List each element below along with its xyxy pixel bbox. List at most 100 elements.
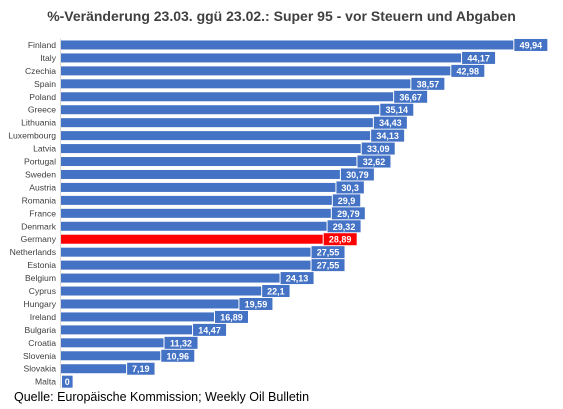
- category-label: Slovakia: [24, 364, 57, 374]
- data-label-box: [164, 336, 198, 349]
- data-label: 28,89: [329, 235, 352, 245]
- source-note: Quelle: Europäische Kommission; Weekly O…: [14, 390, 310, 404]
- category-label: Cyprus: [29, 286, 56, 296]
- bar: [61, 169, 340, 179]
- data-label-box: [336, 181, 364, 194]
- bar: [61, 118, 373, 128]
- category-label: Croatia: [28, 338, 56, 348]
- category-label: Bulgaria: [24, 325, 56, 335]
- data-label: 35,14: [386, 105, 409, 115]
- data-label: 49,94: [520, 40, 543, 50]
- bar: [61, 40, 514, 50]
- category-label: Hungary: [24, 299, 57, 309]
- data-label-box: [127, 362, 155, 375]
- bar: [61, 157, 357, 167]
- category-label: Latvia: [33, 144, 56, 154]
- bar: [61, 79, 411, 89]
- data-label: 29,9: [338, 196, 356, 206]
- bar: [61, 273, 280, 283]
- data-label-box: [462, 51, 496, 64]
- data-label: 14,47: [198, 325, 221, 335]
- category-label: Belgium: [25, 273, 56, 283]
- data-label-box: [357, 155, 391, 168]
- bar: [61, 338, 164, 348]
- data-label: 38,57: [417, 79, 440, 89]
- bar-highlight: [61, 234, 323, 244]
- category-label: Romania: [22, 195, 57, 205]
- data-label: 30,3: [341, 183, 359, 193]
- data-label-box: [380, 103, 414, 116]
- category-label: Austria: [29, 182, 56, 192]
- data-label-box: [332, 194, 361, 207]
- category-label: France: [29, 208, 56, 218]
- category-label: Slovenia: [23, 351, 56, 361]
- category-label: Portugal: [24, 157, 56, 167]
- bar: [61, 221, 327, 231]
- data-label: 7,19: [132, 364, 150, 374]
- category-label: Lithuania: [21, 118, 56, 128]
- data-label-box: [411, 77, 445, 90]
- data-label-box: [327, 220, 361, 233]
- data-label: 16,89: [220, 312, 243, 322]
- data-label-box: [451, 64, 485, 77]
- category-label: Greece: [28, 105, 56, 115]
- category-label: Sweden: [25, 169, 56, 179]
- bar: [61, 131, 371, 141]
- bar: [61, 53, 462, 63]
- category-label: Czechia: [25, 66, 56, 76]
- data-label: 32,62: [363, 157, 386, 167]
- bar: [61, 105, 380, 115]
- data-label: 36,67: [399, 92, 422, 102]
- bar: [61, 312, 214, 322]
- category-label: Poland: [29, 92, 56, 102]
- category-label: Finland: [28, 40, 56, 50]
- bar: [61, 92, 394, 102]
- data-label: 29,32: [333, 222, 356, 232]
- data-label: 27,55: [317, 248, 340, 258]
- data-label: 10,96: [167, 351, 190, 361]
- data-label-box: [514, 38, 548, 51]
- bar: [61, 208, 331, 218]
- bar: [61, 195, 332, 205]
- bar: [61, 364, 127, 374]
- category-label: Spain: [34, 79, 56, 89]
- data-label-box: [394, 90, 428, 103]
- data-label-box: [161, 349, 195, 362]
- data-label: 0: [65, 377, 70, 387]
- bar: [61, 144, 361, 154]
- bar: [61, 325, 193, 335]
- data-label-box: [340, 168, 374, 181]
- data-label-box: [262, 285, 290, 298]
- data-label-box: [280, 272, 314, 285]
- data-label: 44,17: [467, 53, 490, 63]
- category-label: Estonia: [27, 260, 56, 270]
- data-label: 30,79: [346, 170, 369, 180]
- data-label-box: [323, 233, 357, 246]
- data-label-box: [371, 129, 405, 142]
- bar: [61, 247, 311, 257]
- category-label: Luxembourg: [8, 131, 56, 141]
- category-label: Italy: [40, 53, 56, 63]
- bar: [61, 299, 239, 309]
- data-label: 34,13: [376, 131, 399, 141]
- data-label: 11,32: [170, 338, 192, 348]
- data-label: 19,59: [245, 299, 268, 309]
- category-label: Denmark: [21, 221, 57, 231]
- bar: [61, 182, 336, 192]
- bar: [61, 260, 311, 270]
- chart-title: %-Veränderung 23.03. ggü 23.02.: Super 9…: [47, 8, 516, 24]
- data-label-box: [214, 310, 248, 323]
- data-label: 34,43: [379, 118, 402, 128]
- bar: [61, 351, 161, 361]
- bar: [61, 66, 451, 76]
- data-label: 29,79: [337, 209, 360, 219]
- data-label: 33,09: [367, 144, 390, 154]
- category-label: Netherlands: [10, 247, 56, 257]
- category-label: Ireland: [30, 312, 56, 322]
- category-label: Germany: [21, 234, 57, 244]
- data-label: 27,55: [317, 261, 340, 271]
- data-label: 22,1: [267, 287, 285, 297]
- data-label-box: [373, 116, 407, 129]
- data-label-box: [193, 323, 227, 336]
